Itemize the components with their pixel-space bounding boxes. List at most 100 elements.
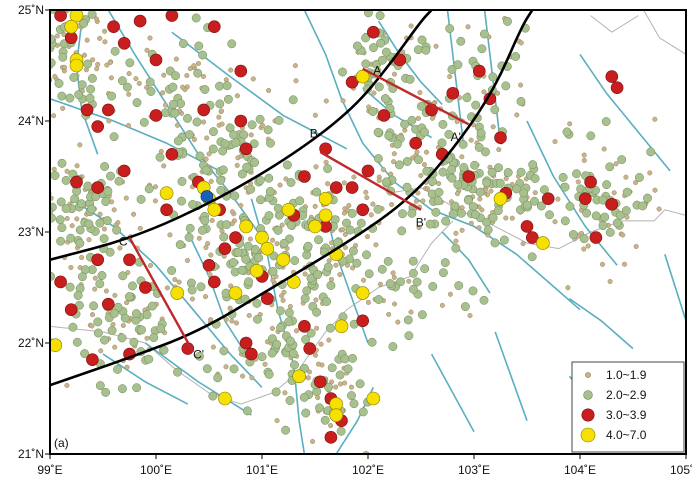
event-mag-2-2.9: [361, 59, 371, 69]
event-mag-1-1.9: [196, 235, 202, 241]
event-mag-1-1.9: [436, 180, 442, 186]
event-mag-1-1.9: [392, 71, 398, 77]
event-mag-3-3.9: [229, 231, 242, 244]
event-mag-2-2.9: [408, 284, 418, 294]
event-mag-2-2.9: [421, 45, 431, 55]
event-mag-2-2.9: [384, 131, 394, 141]
event-mag-1-1.9: [229, 318, 235, 324]
event-mag-2-2.9: [75, 225, 85, 235]
event-mag-1-1.9: [68, 265, 74, 271]
event-mag-3-3.9: [329, 181, 343, 194]
event-mag-2-2.9: [530, 174, 540, 183]
event-mag-2-2.9: [560, 182, 570, 192]
event-mag-2-2.9: [200, 85, 210, 94]
event-mag-2-2.9: [407, 115, 417, 125]
event-mag-2-2.9: [243, 241, 253, 251]
event-mag-2-2.9: [194, 41, 204, 51]
event-mag-2-2.9: [402, 182, 412, 192]
event-mag-1-1.9: [137, 225, 143, 231]
event-mag-2-2.9: [373, 127, 383, 137]
event-mag-4-7: [260, 241, 275, 256]
event-mag-2-2.9: [26, 284, 34, 292]
event-mag-1-1.9: [453, 230, 459, 236]
event-mag-2-2.9: [57, 91, 67, 101]
event-mag-1-1.9: [287, 304, 293, 310]
legend-label: 2.0~2.9: [606, 388, 647, 402]
event-mag-2-2.9: [313, 270, 323, 280]
event-mag-1-1.9: [581, 157, 587, 163]
event-mag-2-2.9: [197, 225, 207, 235]
event-mag-2-2.9: [565, 201, 575, 211]
event-mag-2-2.9: [586, 131, 596, 141]
event-mag-3-3.9: [239, 336, 253, 350]
event-mag-2-2.9: [264, 173, 274, 183]
event-mag-2-2.9: [306, 328, 316, 338]
event-mag-3-3.9: [239, 142, 253, 156]
event-mag-1-1.9: [136, 80, 142, 86]
event-mag-2-2.9: [300, 293, 310, 303]
event-mag-2-2.9: [347, 208, 357, 218]
profile-line-A: [362, 67, 470, 126]
event-mag-2-2.9: [403, 315, 413, 325]
event-mag-1-1.9: [415, 115, 421, 121]
event-mag-2-2.9: [66, 233, 76, 243]
event-mag-1-1.9: [477, 196, 483, 202]
event-mag-1-1.9: [600, 261, 606, 267]
event-mag-1-1.9: [54, 33, 60, 39]
event-mag-2-2.9: [302, 286, 312, 296]
event-mag-1-1.9: [280, 297, 286, 303]
event-mag-2-2.9: [242, 406, 252, 416]
event-mag-2-2.9: [177, 177, 187, 186]
event-mag-2-2.9: [568, 230, 578, 239]
event-mag-2-2.9: [149, 333, 159, 343]
event-mag-2-2.9: [170, 108, 180, 118]
event-mag-1-1.9: [28, 47, 33, 52]
event-mag-1-1.9: [408, 23, 414, 29]
profile-start-label-B: B: [310, 127, 318, 141]
event-mag-2-2.9: [358, 407, 368, 417]
event-mag-2-2.9: [125, 58, 135, 68]
event-mag-1-1.9: [51, 166, 57, 172]
event-mag-4-7: [69, 10, 84, 23]
event-mag-1-1.9: [391, 151, 397, 157]
event-mag-1-1.9: [565, 285, 571, 291]
event-mag-1-1.9: [414, 149, 420, 155]
event-mag-1-1.9: [340, 227, 346, 233]
legend-symbol-mag_major: [580, 427, 596, 443]
event-mag-3-3.9: [366, 25, 380, 39]
event-mag-2-2.9: [156, 324, 166, 334]
event-mag-1-1.9: [184, 258, 190, 264]
event-mag-2-2.9: [87, 204, 97, 214]
event-mag-2-2.9: [434, 187, 444, 197]
event-mag-1-1.9: [200, 73, 206, 79]
event-mag-2-2.9: [216, 175, 226, 185]
event-mag-1-1.9: [613, 161, 619, 167]
event-mag-3-3.9: [107, 20, 120, 33]
event-mag-1-1.9: [218, 108, 224, 114]
event-mag-2-2.9: [55, 215, 65, 225]
event-mag-4-7: [318, 191, 333, 206]
event-mag-2-2.9: [193, 68, 203, 78]
event-mag-2-2.9: [117, 333, 127, 343]
event-mag-1-1.9: [415, 190, 421, 196]
event-mag-1-1.9: [69, 223, 75, 229]
event-mag-1-1.9: [350, 265, 356, 271]
event-mag-1-1.9: [351, 174, 357, 180]
event-mag-3-3.9: [197, 103, 210, 117]
event-mag-4-7: [228, 286, 243, 300]
event-mag-1-1.9: [172, 277, 178, 283]
event-mag-1-1.9: [345, 262, 351, 268]
profile-line-C: [128, 236, 195, 353]
event-mag-2-2.9: [244, 277, 254, 287]
event-mag-2-2.9: [72, 337, 82, 347]
event-mag-1-1.9: [581, 246, 587, 252]
event-mag-2-2.9: [114, 176, 124, 186]
boundary-arcs: [50, 10, 534, 387]
event-mag-2-2.9: [458, 139, 468, 149]
event-mag-1-1.9: [424, 149, 430, 155]
event-mag-1-1.9: [161, 163, 167, 169]
event-mag-2-2.9: [615, 210, 625, 220]
event-mag-1-1.9: [581, 152, 587, 158]
event-mag-2-2.9: [347, 391, 356, 401]
y-tick-label: 24˚N: [18, 114, 44, 128]
